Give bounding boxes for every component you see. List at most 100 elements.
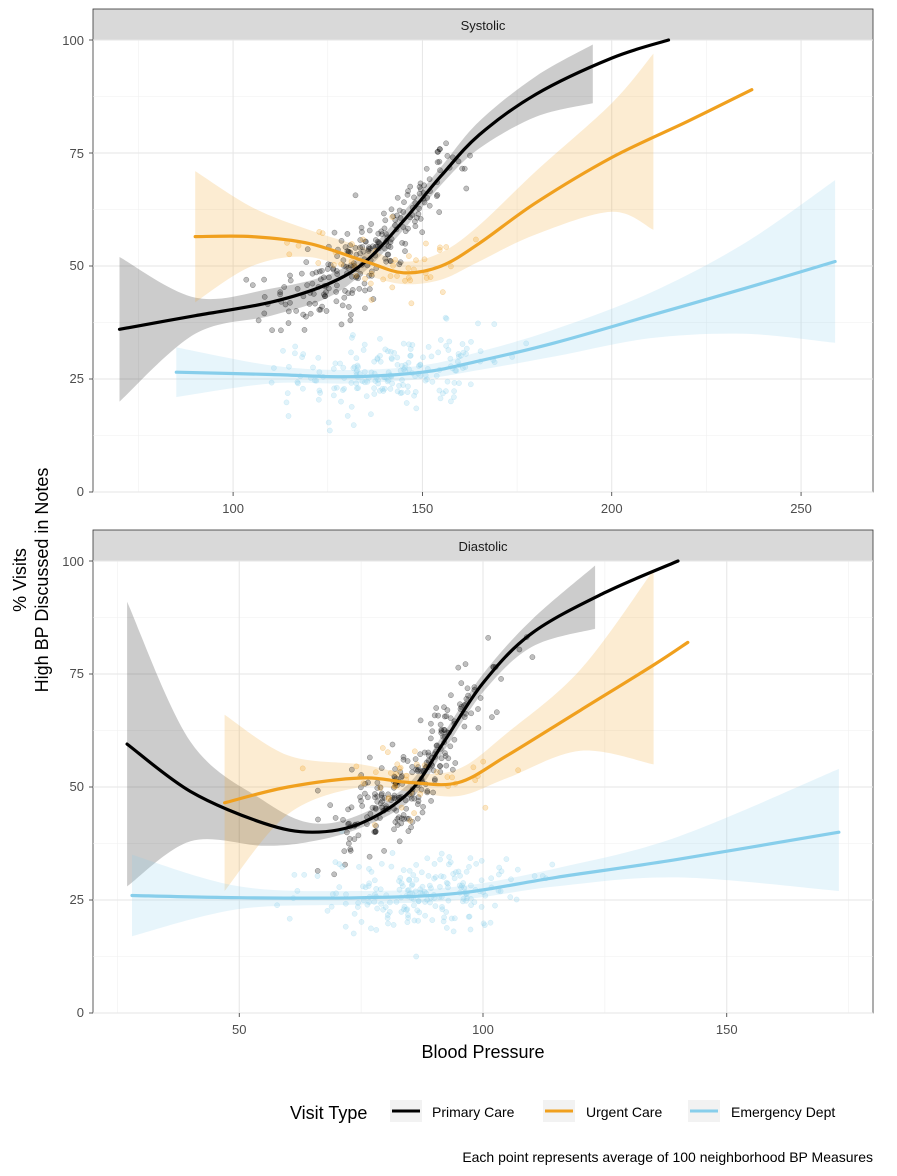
- data-point-primary-care: [347, 242, 354, 249]
- data-point-primary-care: [392, 766, 398, 772]
- y-axis-title-line2: High BP Discussed in Notes: [32, 468, 52, 693]
- data-point-emergency-dept: [268, 379, 275, 386]
- data-point-primary-care: [404, 191, 411, 198]
- data-point-emergency-dept: [406, 366, 412, 373]
- data-point-primary-care: [405, 815, 412, 822]
- data-point-emergency-dept: [458, 884, 464, 891]
- data-point-primary-care: [442, 753, 449, 759]
- data-point-primary-care: [396, 207, 403, 214]
- data-point-emergency-dept: [377, 886, 384, 893]
- data-point-emergency-dept: [386, 909, 393, 915]
- data-point-primary-care: [388, 797, 394, 803]
- data-point-emergency-dept: [374, 905, 381, 912]
- data-point-emergency-dept: [364, 901, 371, 908]
- data-point-primary-care: [402, 248, 408, 254]
- data-point-primary-care: [408, 795, 415, 802]
- data-point-emergency-dept: [396, 878, 402, 884]
- data-point-emergency-dept: [503, 856, 510, 862]
- data-point-emergency-dept: [426, 882, 433, 889]
- data-point-primary-care: [301, 327, 308, 333]
- data-point-primary-care: [458, 680, 465, 686]
- data-point-primary-care: [372, 791, 378, 797]
- data-point-emergency-dept: [340, 387, 346, 393]
- data-point-emergency-dept: [400, 867, 407, 873]
- data-point-emergency-dept: [385, 348, 391, 355]
- data-point-primary-care: [281, 284, 288, 290]
- data-point-emergency-dept: [468, 895, 474, 902]
- data-point-primary-care: [437, 769, 444, 775]
- data-point-primary-care: [324, 266, 331, 272]
- data-point-urgent-care: [377, 785, 384, 791]
- data-point-emergency-dept: [459, 341, 466, 347]
- data-point-primary-care: [368, 221, 374, 227]
- data-point-urgent-care: [315, 260, 322, 266]
- data-point-primary-care: [444, 153, 451, 159]
- data-point-primary-care: [359, 803, 366, 809]
- data-point-primary-care: [420, 803, 426, 810]
- data-point-primary-care: [366, 853, 373, 860]
- data-point-emergency-dept: [333, 890, 339, 897]
- data-point-urgent-care: [295, 242, 302, 249]
- data-point-emergency-dept: [427, 899, 433, 906]
- data-point-primary-care: [389, 741, 396, 748]
- data-point-emergency-dept: [399, 389, 405, 396]
- data-point-primary-care: [333, 289, 339, 295]
- data-point-primary-care: [428, 720, 434, 727]
- data-point-primary-care: [411, 795, 418, 802]
- x-tick-label: 200: [601, 501, 623, 516]
- data-point-primary-care: [359, 229, 365, 235]
- data-point-emergency-dept: [399, 377, 405, 383]
- data-point-emergency-dept: [406, 877, 412, 883]
- data-point-urgent-care: [362, 275, 368, 282]
- data-point-primary-care: [314, 868, 321, 874]
- data-point-primary-care: [309, 270, 316, 277]
- data-point-emergency-dept: [376, 387, 383, 394]
- data-point-primary-care: [464, 685, 471, 692]
- data-point-primary-care: [362, 238, 369, 245]
- data-point-emergency-dept: [342, 923, 349, 930]
- data-point-emergency-dept: [451, 388, 457, 394]
- data-point-emergency-dept: [523, 340, 530, 347]
- data-point-emergency-dept: [363, 393, 370, 400]
- data-point-primary-care: [396, 838, 403, 845]
- data-point-primary-care: [323, 308, 330, 314]
- data-point-primary-care: [322, 293, 328, 300]
- data-point-emergency-dept: [350, 930, 357, 937]
- data-point-urgent-care: [372, 769, 379, 776]
- data-point-primary-care: [384, 251, 391, 258]
- data-point-primary-care: [437, 763, 443, 769]
- data-point-emergency-dept: [440, 918, 447, 925]
- data-point-primary-care: [285, 308, 292, 315]
- data-point-primary-care: [372, 237, 379, 243]
- data-point-primary-care: [294, 285, 301, 292]
- data-point-emergency-dept: [414, 907, 421, 914]
- data-point-primary-care: [370, 296, 377, 302]
- data-point-emergency-dept: [444, 880, 451, 887]
- data-point-primary-care: [379, 798, 386, 805]
- data-point-primary-care: [313, 269, 320, 276]
- data-point-emergency-dept: [337, 360, 343, 367]
- data-point-emergency-dept: [456, 882, 463, 889]
- data-point-primary-care: [362, 790, 368, 797]
- data-point-urgent-care: [413, 257, 419, 264]
- data-point-urgent-care: [439, 289, 446, 295]
- data-point-emergency-dept: [429, 378, 436, 385]
- y-tick-label: 0: [77, 484, 84, 499]
- data-point-primary-care: [348, 804, 355, 811]
- data-point-emergency-dept: [443, 925, 450, 931]
- data-point-primary-care: [438, 730, 445, 736]
- curves-systolic: [117, 38, 837, 379]
- data-point-emergency-dept: [291, 871, 298, 878]
- fit-line-primary-care: [125, 559, 680, 834]
- data-point-urgent-care: [472, 777, 479, 783]
- data-point-primary-care: [303, 313, 309, 320]
- data-point-primary-care: [372, 828, 379, 835]
- data-point-primary-care: [375, 230, 382, 237]
- data-point-primary-care: [317, 276, 324, 283]
- data-point-emergency-dept: [424, 896, 431, 903]
- data-point-urgent-care: [316, 229, 323, 235]
- data-point-emergency-dept: [498, 868, 505, 875]
- data-point-emergency-dept: [412, 888, 419, 895]
- y-tick-label: 25: [70, 371, 84, 386]
- data-point-primary-care: [378, 765, 385, 771]
